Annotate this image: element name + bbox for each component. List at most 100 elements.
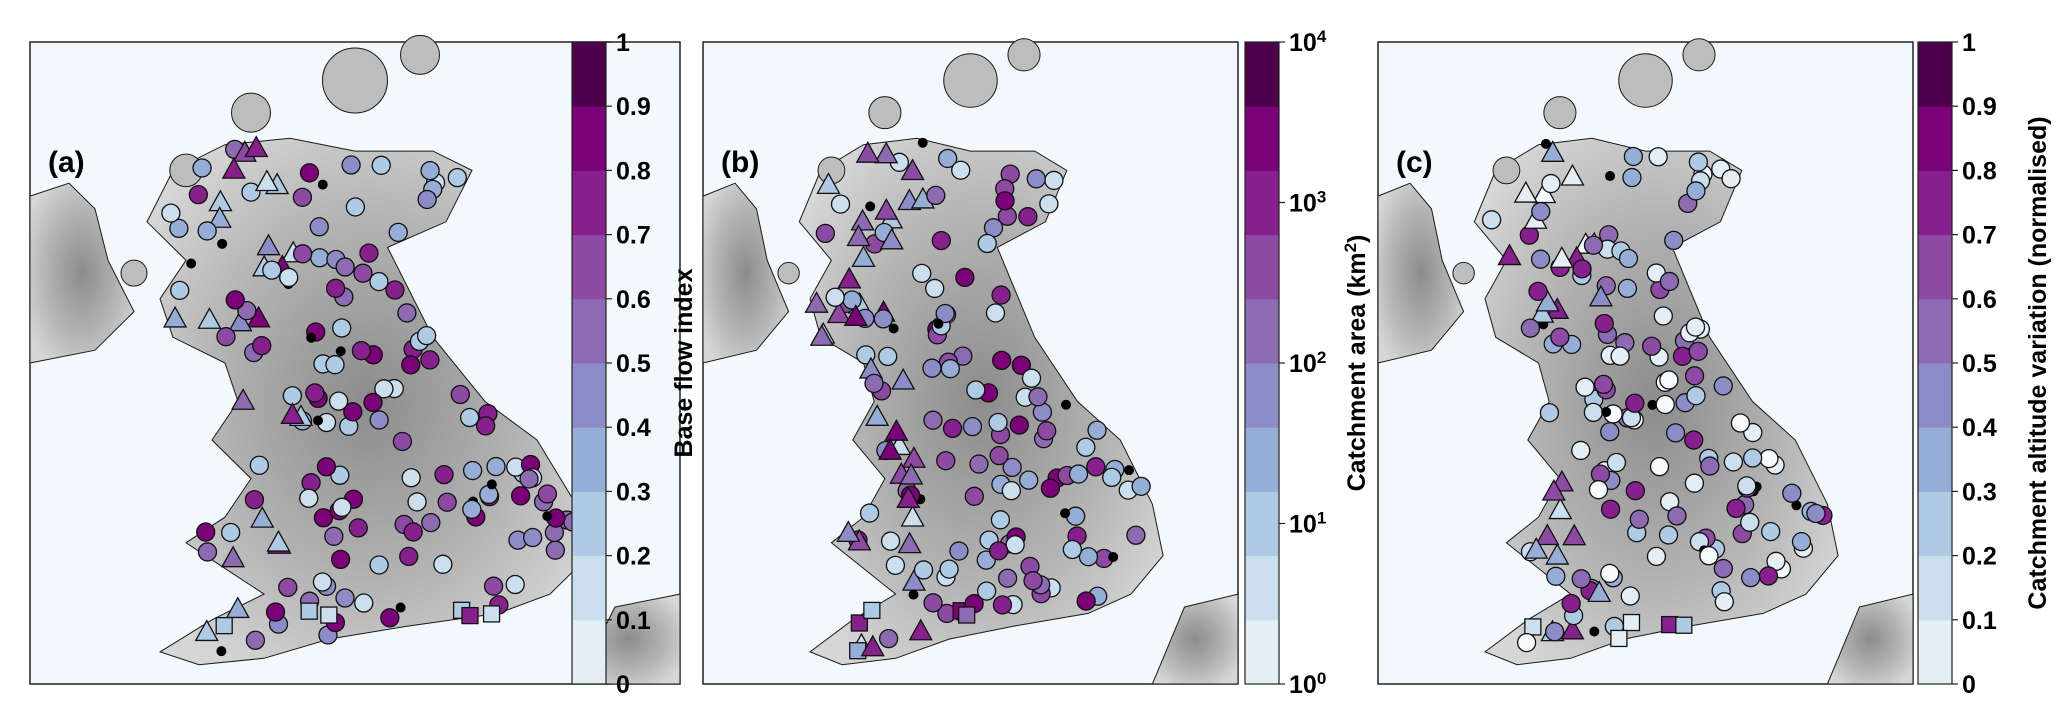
- circle-station-marker: [486, 456, 506, 477]
- triangle-station-marker: [851, 245, 876, 268]
- circle-station-marker: [420, 160, 440, 181]
- circle-station-marker: [936, 451, 956, 471]
- circle-station-marker: [1730, 413, 1751, 433]
- triangle-station-marker: [874, 141, 899, 164]
- island: [1682, 38, 1716, 72]
- triangle-station-marker: [1560, 617, 1585, 640]
- circle-station-marker: [997, 568, 1018, 588]
- triangle-station-marker: [860, 634, 885, 657]
- circle-station-marker: [1759, 448, 1779, 469]
- colorbar-bin: [572, 298, 606, 364]
- triangle-station-marker: [197, 307, 222, 329]
- map-panel-b: (b): [702, 38, 1239, 685]
- gauge-dot-marker: [917, 137, 928, 148]
- square-station-marker: [461, 606, 479, 625]
- circle-station-marker: [1588, 480, 1609, 500]
- colorbar-tick-label: 0.4: [1962, 414, 1997, 442]
- circle-station-marker: [990, 510, 1011, 530]
- square-station-marker: [1622, 613, 1641, 632]
- circle-station-marker: [1583, 402, 1604, 423]
- colorbar-bin: [572, 170, 606, 236]
- circle-station-marker: [476, 416, 496, 436]
- circle-station-marker: [992, 595, 1013, 615]
- triangle-station-marker: [207, 206, 232, 228]
- circle-station-marker: [221, 522, 241, 543]
- circle-station-marker: [1740, 512, 1760, 532]
- colorbar-bin: [1245, 234, 1279, 300]
- colorbar-bin: [1918, 491, 1952, 557]
- circle-station-marker: [523, 527, 543, 548]
- circle-station-marker: [1659, 370, 1679, 390]
- circle-station-marker: [292, 187, 313, 208]
- circle-station-marker: [324, 526, 344, 546]
- circle-station-marker: [244, 490, 265, 510]
- circle-station-marker: [1078, 547, 1099, 567]
- triangle-station-marker: [1530, 301, 1555, 323]
- circle-station-marker: [399, 546, 419, 567]
- colorbar-tick-label: 1: [616, 29, 630, 57]
- gauge-dot-marker: [1791, 500, 1802, 511]
- triangle-station-marker: [1540, 140, 1565, 162]
- circle-station-marker: [325, 355, 345, 375]
- island: [1007, 38, 1041, 72]
- gauge-dot-marker: [1061, 399, 1072, 410]
- circle-station-marker: [923, 410, 943, 430]
- gauge-dot-marker: [306, 332, 317, 343]
- circle-station-marker: [1028, 387, 1048, 407]
- circle-station-marker: [1782, 483, 1802, 503]
- circle-station-marker: [341, 155, 361, 175]
- island: [868, 96, 902, 130]
- circle-station-marker: [951, 160, 971, 180]
- gauge-dot-marker: [1123, 465, 1134, 476]
- circle-station-marker: [931, 230, 951, 251]
- circle-station-marker: [462, 499, 482, 519]
- triangle-station-marker: [228, 309, 253, 332]
- colorbar-tick-label: 0.5: [616, 350, 651, 378]
- circle-station-marker: [878, 628, 899, 649]
- circle-station-marker: [1594, 313, 1614, 334]
- circle-station-marker: [1743, 448, 1763, 468]
- triangle-station-marker: [884, 419, 909, 441]
- circle-station-marker: [1021, 368, 1042, 388]
- circle-station-marker: [170, 280, 190, 301]
- triangle-station-marker: [244, 135, 269, 158]
- colorbar-bin: [572, 619, 606, 685]
- triangle-station-marker: [1535, 523, 1560, 546]
- colorbar-tick-label: 1: [1962, 29, 1976, 57]
- circle-station-marker: [925, 278, 945, 299]
- circle-station-marker: [955, 267, 975, 288]
- circle-station-marker: [385, 280, 405, 300]
- island: [777, 261, 800, 285]
- circle-station-marker: [1039, 194, 1059, 214]
- ireland-landmass: [29, 182, 135, 364]
- triangle-station-marker: [826, 301, 851, 324]
- circle-station-marker: [310, 248, 330, 268]
- circle-station-marker: [1723, 452, 1744, 472]
- triangle-station-marker: [250, 505, 275, 528]
- circle-station-marker: [992, 350, 1012, 371]
- circle-station-marker: [985, 303, 1006, 323]
- circle-station-marker: [192, 158, 212, 178]
- triangle-station-marker: [1535, 289, 1560, 312]
- triangle-station-marker: [901, 446, 927, 468]
- circle-station-marker: [505, 574, 525, 595]
- circle-station-marker: [447, 167, 467, 188]
- circle-station-marker: [188, 185, 208, 205]
- circle-station-marker: [437, 492, 457, 512]
- circle-station-marker: [325, 278, 346, 298]
- triangle-station-marker: [899, 462, 924, 485]
- triangle-station-marker: [256, 233, 281, 256]
- circle-station-marker: [1625, 481, 1645, 501]
- station-markers: [1481, 138, 1833, 653]
- circle-station-marker: [1065, 506, 1086, 526]
- colorbar-bin: [1245, 298, 1279, 364]
- circle-station-marker: [1481, 210, 1502, 230]
- triangle-station-marker: [896, 486, 921, 508]
- circle-station-marker: [1791, 531, 1812, 552]
- circle-station-marker: [369, 271, 389, 292]
- colorbar-bin: [1918, 42, 1952, 107]
- circle-station-marker: [885, 555, 906, 575]
- circle-station-marker: [988, 412, 1008, 433]
- circle-station-marker: [1011, 355, 1031, 375]
- colorbar-tick-label: 0.1: [1962, 607, 1997, 635]
